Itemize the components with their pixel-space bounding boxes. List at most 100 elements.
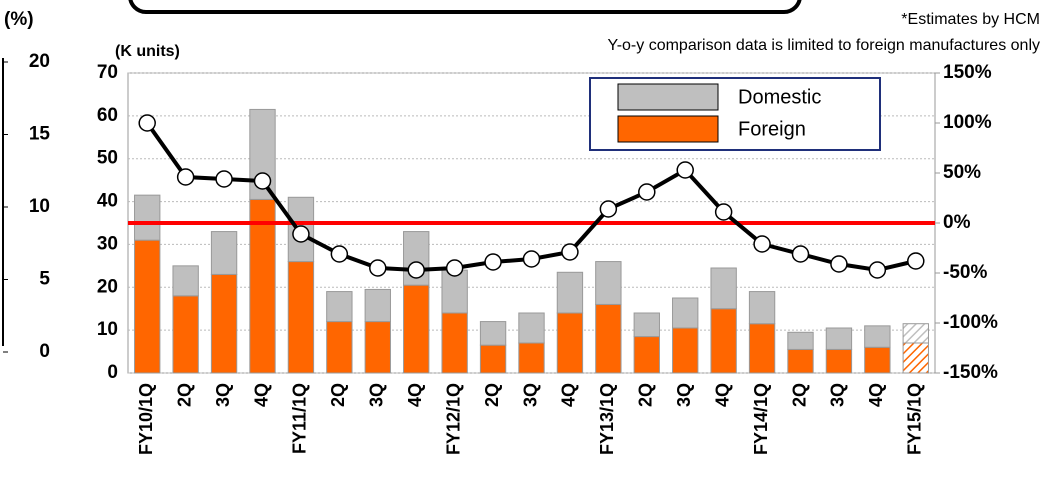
y-tick-label: 40 — [97, 191, 118, 212]
bar-segment — [864, 325, 891, 348]
bar-segment — [326, 291, 353, 323]
line-marker — [330, 245, 349, 263]
line-marker — [561, 243, 579, 261]
note: *Estimates by HCM — [901, 11, 1040, 28]
line-marker — [253, 172, 272, 190]
bar-segment — [787, 331, 814, 350]
x-tick-label: 3Q — [674, 383, 694, 407]
x-tick-label: 2Q — [482, 383, 502, 407]
bar-segment — [479, 344, 507, 374]
line-marker — [599, 200, 618, 218]
note: Y-o-y comparison data is limited to fore… — [607, 37, 1040, 54]
bar-segment — [172, 295, 199, 374]
y2-tick-label: 50% — [943, 162, 981, 183]
bar-segment — [172, 265, 199, 297]
bar-segment — [134, 239, 161, 374]
bar-segment — [825, 327, 853, 350]
line-marker — [215, 170, 233, 188]
line-marker — [791, 245, 810, 263]
line-marker — [138, 114, 156, 132]
bar-segment — [633, 312, 660, 338]
line-marker — [753, 235, 771, 253]
x-tick-label: 4Q — [559, 383, 579, 407]
y2-tick-label: -100% — [943, 312, 998, 333]
bar-segment — [518, 312, 545, 344]
x-tick-label: FY11/1Q — [290, 383, 310, 454]
line-marker — [830, 255, 848, 273]
bar-segment — [787, 348, 814, 374]
y-tick-label: 0 — [107, 362, 118, 383]
x-tick-label: 3Q — [367, 383, 387, 407]
left-tick-label: 15 — [29, 124, 51, 145]
x-tick-label: 3Q — [828, 383, 848, 407]
line-marker — [868, 261, 887, 279]
line-marker — [445, 259, 464, 277]
y-tick-label: 10 — [97, 319, 118, 340]
x-tick-label: 4Q — [712, 383, 732, 407]
left-tick-label: 20 — [29, 51, 50, 72]
y-tick-label: 50 — [97, 148, 118, 169]
line-marker — [292, 225, 310, 243]
bar-segment — [556, 312, 584, 374]
bar-segment — [595, 261, 622, 305]
line-marker — [176, 168, 195, 186]
legend-swatch — [617, 115, 719, 143]
x-tick-label: FY13/1Q — [597, 383, 617, 455]
y-tick-label: 20 — [97, 276, 118, 297]
x-tick-label: 3Q — [213, 383, 233, 407]
x-tick-label: FY14/1Q — [751, 383, 771, 455]
bar-segment — [825, 348, 853, 374]
bar-segment — [595, 303, 622, 374]
legend-swatch — [617, 83, 719, 111]
bar-segment — [748, 323, 776, 374]
line-marker — [907, 252, 925, 270]
bar-segment — [287, 261, 315, 374]
x-tick-label: 2Q — [174, 383, 194, 407]
x-tick-label: FY12/1Q — [443, 383, 463, 455]
bar-segment — [518, 342, 545, 374]
x-tick-label: 2Q — [789, 383, 809, 407]
left-tick-label: 5 — [39, 269, 50, 290]
y2-tick-label: -150% — [943, 362, 998, 383]
y-axis-label: (K units) — [115, 43, 180, 60]
bar-segment — [364, 321, 391, 374]
line-marker — [676, 161, 694, 179]
bar-segment — [210, 231, 238, 275]
bar-segment — [633, 336, 660, 374]
line-marker — [638, 183, 656, 201]
line-marker — [407, 261, 425, 279]
line-marker — [484, 253, 502, 271]
bar-segment — [479, 321, 507, 346]
line-marker — [714, 203, 733, 221]
bar-segment — [403, 284, 430, 374]
bar-segment — [902, 323, 929, 344]
y-tick-label: 60 — [97, 105, 118, 126]
y2-tick-label: 0% — [943, 212, 971, 233]
bar-segment — [441, 269, 468, 314]
title-box — [128, 0, 802, 14]
bar-segment — [748, 291, 776, 325]
y2-tick-label: 150% — [943, 62, 992, 83]
x-tick-label: 4Q — [405, 383, 425, 407]
x-tick-label: 4Q — [866, 383, 886, 407]
left-tick-label: 0 — [39, 341, 50, 362]
bar-segment — [710, 308, 737, 374]
bar-segment — [672, 297, 699, 329]
legend-label: Domestic — [738, 86, 821, 108]
x-tick-label: 2Q — [636, 383, 656, 407]
bar-segment — [134, 194, 161, 241]
y2-tick-label: -50% — [943, 262, 987, 283]
y-tick-label: 30 — [97, 233, 118, 254]
bar-segment — [556, 271, 584, 314]
bar-segment — [326, 321, 353, 374]
x-tick-label: 3Q — [520, 383, 540, 407]
bar-segment — [710, 267, 737, 310]
bar-segment — [864, 346, 891, 374]
legend-label: Foreign — [738, 118, 806, 140]
bar-segment — [249, 198, 276, 374]
y-tick-label: 70 — [97, 62, 118, 83]
bar-segment — [210, 273, 238, 374]
bar-segment — [441, 312, 468, 374]
